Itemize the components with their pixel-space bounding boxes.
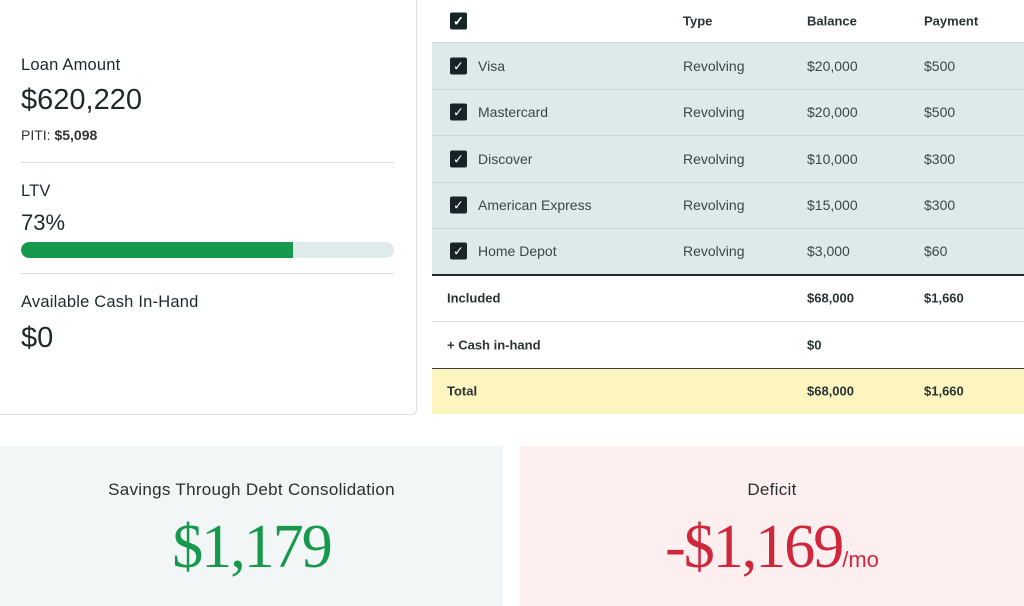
deficit-display: -$1,169/mo xyxy=(520,512,1024,583)
debt-type: Revolving xyxy=(683,243,745,260)
debt-payment: $60 xyxy=(924,243,948,260)
ltv-label: LTV xyxy=(21,182,51,200)
piti-value: $5,098 xyxy=(54,127,98,143)
debt-payment: $500 xyxy=(924,104,956,121)
included-label: Included xyxy=(447,290,501,306)
ltv-progress-fill xyxy=(21,242,294,258)
row-checkbox[interactable]: ✓ xyxy=(450,103,467,121)
debt-payment: $300 xyxy=(924,150,956,167)
debt-name: American Express xyxy=(478,197,592,214)
cash-row-balance: $0 xyxy=(807,337,822,353)
debt-type: Revolving xyxy=(683,197,745,214)
debt-payment: $500 xyxy=(924,57,956,74)
included-payment: $1,660 xyxy=(924,290,964,306)
total-payment: $1,660 xyxy=(924,383,964,399)
row-checkbox[interactable]: ✓ xyxy=(450,57,467,75)
divider xyxy=(21,162,394,163)
debt-name: Mastercard xyxy=(478,104,549,121)
debts-table: ✓ Type Balance Payment ✓ Visa Revolving … xyxy=(432,0,1024,414)
loan-amount-value: $620,220 xyxy=(21,84,142,116)
total-row: Total $68,000 $1,660 xyxy=(432,368,1024,414)
table-header: ✓ Type Balance Payment xyxy=(432,0,1024,43)
table-row: ✓ Discover Revolving $10,000 $300 xyxy=(432,136,1024,183)
header-balance: Balance xyxy=(807,13,857,29)
included-row: Included $68,000 $1,660 xyxy=(432,276,1024,322)
total-balance: $68,000 xyxy=(807,383,854,399)
deficit-title: Deficit xyxy=(747,480,797,499)
debt-balance: $20,000 xyxy=(807,104,858,121)
debt-name: Visa xyxy=(478,57,505,74)
debt-balance: $3,000 xyxy=(807,243,850,260)
total-label: Total xyxy=(447,383,478,399)
debt-balance: $20,000 xyxy=(807,57,858,74)
debt-payment: $300 xyxy=(924,197,956,214)
savings-value: $1,179 xyxy=(172,513,333,581)
debt-name: Discover xyxy=(478,150,533,167)
debt-type: Revolving xyxy=(683,104,745,121)
row-checkbox[interactable]: ✓ xyxy=(450,150,467,168)
debt-type: Revolving xyxy=(683,150,745,167)
row-checkbox[interactable]: ✓ xyxy=(450,242,467,260)
select-all-checkbox[interactable]: ✓ xyxy=(450,12,467,30)
loan-summary-card: Loan Amount $620,220 PITI: $5,098 LTV 73… xyxy=(0,0,417,415)
row-checkbox[interactable]: ✓ xyxy=(450,196,467,214)
piti: PITI: $5,098 xyxy=(21,127,394,143)
ltv-progress-bar xyxy=(21,242,394,258)
cash-row: + Cash in-hand $0 xyxy=(432,322,1024,369)
table-row: ✓ Visa Revolving $20,000 $500 xyxy=(432,43,1024,90)
deficit-panel: Deficit -$1,169/mo xyxy=(520,446,1024,606)
piti-label: PITI: xyxy=(21,127,51,143)
deficit-value: -$1,169 xyxy=(665,513,844,581)
divider xyxy=(21,273,394,274)
table-row: ✓ Mastercard Revolving $20,000 $500 xyxy=(432,89,1024,136)
savings-title: Savings Through Debt Consolidation xyxy=(108,480,395,499)
header-payment: Payment xyxy=(924,13,979,29)
included-balance: $68,000 xyxy=(807,290,854,306)
header-type: Type xyxy=(683,13,713,29)
savings-panel: Savings Through Debt Consolidation $1,17… xyxy=(0,446,503,606)
debt-balance: $10,000 xyxy=(807,150,858,167)
loan-amount-label: Loan Amount xyxy=(21,56,121,74)
debt-name: Home Depot xyxy=(478,243,557,260)
deficit-unit: /mo xyxy=(842,547,879,572)
debt-balance: $15,000 xyxy=(807,197,858,214)
cash-row-label: + Cash in-hand xyxy=(447,337,541,353)
cash-value: $0 xyxy=(21,322,54,354)
cash-label: Available Cash In-Hand xyxy=(21,293,199,311)
table-row: ✓ Home Depot Revolving $3,000 $60 xyxy=(432,229,1024,276)
table-row: ✓ American Express Revolving $15,000 $30… xyxy=(432,182,1024,229)
debt-type: Revolving xyxy=(683,57,745,74)
ltv-value: 73% xyxy=(21,210,66,235)
